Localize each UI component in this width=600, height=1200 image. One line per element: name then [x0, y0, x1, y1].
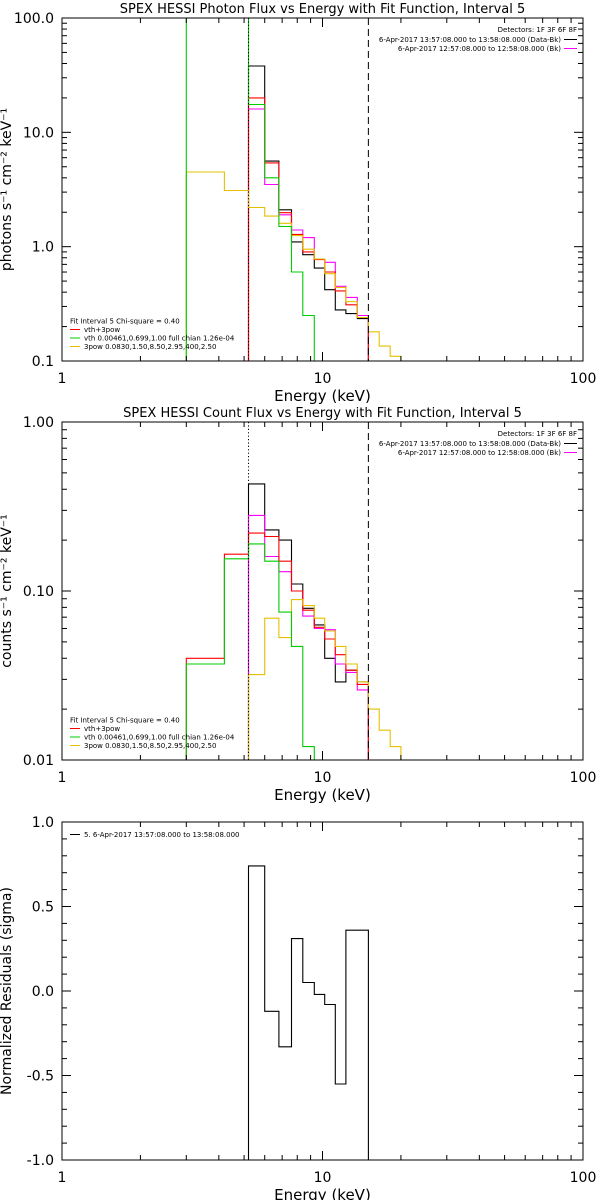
chart-title: SPEX HESSI Count Flux vs Energy with Fit…: [123, 406, 522, 421]
x-axis-label: Energy (keV): [274, 1186, 371, 1200]
legend-entry: 5. 6-Apr-2017 13:57:08.000 to 13:58:08.0…: [84, 831, 239, 839]
legend: Fit Interval 5 Chi-square = 0.40vth+3pow…: [70, 318, 235, 351]
x-axis-label: Energy (keV): [274, 786, 371, 804]
series-group: [185, 483, 402, 760]
x-tick-label: 10: [314, 770, 332, 786]
y-tick-label: 0.5: [32, 900, 54, 916]
y-axis-label: photons s⁻¹ cm⁻² keV⁻¹: [0, 108, 15, 271]
chart-panel-1: 1 10 100 0.1 1.0 10.0 100.0 SPEX HESSI Photon F…: [0, 2, 596, 405]
series-line-4: [247, 599, 402, 760]
y-tick-label: -0.5: [27, 1069, 54, 1085]
legend-title: Fit Interval 5 Chi-square = 0.40: [70, 717, 180, 725]
x-tick-label: 100: [570, 371, 597, 387]
interval-label: 6-Apr-2017 13:57:08.000 to 13:58:08.000 …: [379, 36, 561, 44]
series-line-5: [185, 543, 315, 760]
legend-entry: vth+3pow: [84, 725, 120, 733]
y-tick-label: 1.0: [32, 240, 54, 256]
y-tick-label: -1.0: [27, 1153, 54, 1169]
chart-panel-2: 1 10 100 0.01 0.10 1.00 SPEX HESSI Count Flux …: [0, 406, 597, 804]
chart-panel-3: 1 10 100 -1.0 -0.5 0.0 0.5 1.0 Energy (keV) Norma…: [0, 815, 596, 1200]
series-line-2: [247, 514, 369, 760]
y-tick-label: 100.0: [14, 11, 54, 27]
series-line-4: [185, 171, 402, 361]
x-tick-label: 100: [570, 1170, 597, 1186]
y-tick-label: 0.10: [23, 584, 54, 600]
series-line-1: [247, 483, 369, 760]
y-axis-label: Normalized Residuals (sigma): [0, 887, 15, 1095]
y-tick-label: 0.1: [32, 354, 54, 370]
legend-entry: vth 0.00461,0.699,1.00 full chian 1.26e-…: [84, 734, 235, 742]
interval-label: 6-Apr-2017 12:57:08.000 to 12:58:08.000 …: [398, 45, 561, 53]
interval-label: 6-Apr-2017 13:57:08.000 to 13:58:08.000 …: [379, 440, 561, 448]
series-line-3: [247, 97, 369, 361]
legend-entry: vth+3pow: [84, 326, 120, 334]
legend: 5. 6-Apr-2017 13:57:08.000 to 13:58:08.0…: [70, 831, 239, 839]
x-tick-label: 10: [314, 371, 332, 387]
series-line-5: [185, 18, 315, 361]
x-axis-label: Energy (keV): [274, 387, 371, 405]
y-tick-label: 10.0: [23, 125, 54, 141]
x-tick-label: 10: [314, 1170, 332, 1186]
legend: Fit Interval 5 Chi-square = 0.40vth+3pow…: [70, 717, 235, 750]
series-line-1: [247, 65, 369, 361]
series-group: [185, 18, 402, 361]
detectors-label: Detectors: 1F 3F 6F 8F: [498, 430, 577, 438]
x-tick-label: 1: [58, 371, 67, 387]
interval-label: 6-Apr-2017 12:57:08.000 to 12:58:08.000 …: [398, 449, 561, 457]
y-tick-label: 0.01: [23, 753, 54, 769]
plot-frame: [61, 421, 584, 761]
x-tick-label: 1: [58, 1170, 67, 1186]
y-tick-label: 0.0: [32, 984, 54, 1000]
plot-frame: [61, 17, 584, 362]
plot-frame: [61, 821, 584, 1161]
legend-entry: vth 0.00461,0.699,1.00 full chian 1.26e-…: [84, 335, 235, 343]
y-tick-label: 1.0: [32, 815, 54, 831]
legend-entry: 3pow 0.0830,1.50,8.50,2.95,400,2.50: [84, 742, 216, 750]
x-tick-label: 1: [58, 770, 67, 786]
series-line-2: [247, 108, 369, 361]
x-tick-label: 100: [570, 770, 597, 786]
legend-entry: 3pow 0.0830,1.50,8.50,2.95,400,2.50: [84, 343, 216, 351]
y-tick-label: 1.00: [23, 415, 54, 431]
detectors-label: Detectors: 1F 3F 6F 8F: [498, 26, 577, 34]
y-axis-label: counts s⁻¹ cm⁻² keV⁻¹: [0, 514, 15, 668]
legend-title: Fit Interval 5 Chi-square = 0.40: [70, 318, 180, 326]
series-group: [247, 865, 369, 1160]
series-line-1: [247, 865, 369, 1160]
chart-title: SPEX HESSI Photon Flux vs Energy with Fi…: [120, 2, 526, 17]
